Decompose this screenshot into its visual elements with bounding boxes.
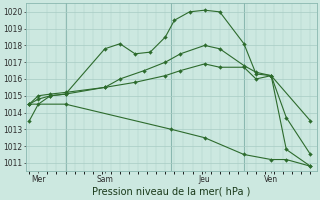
X-axis label: Pression niveau de la mer( hPa ): Pression niveau de la mer( hPa ) xyxy=(92,187,251,197)
